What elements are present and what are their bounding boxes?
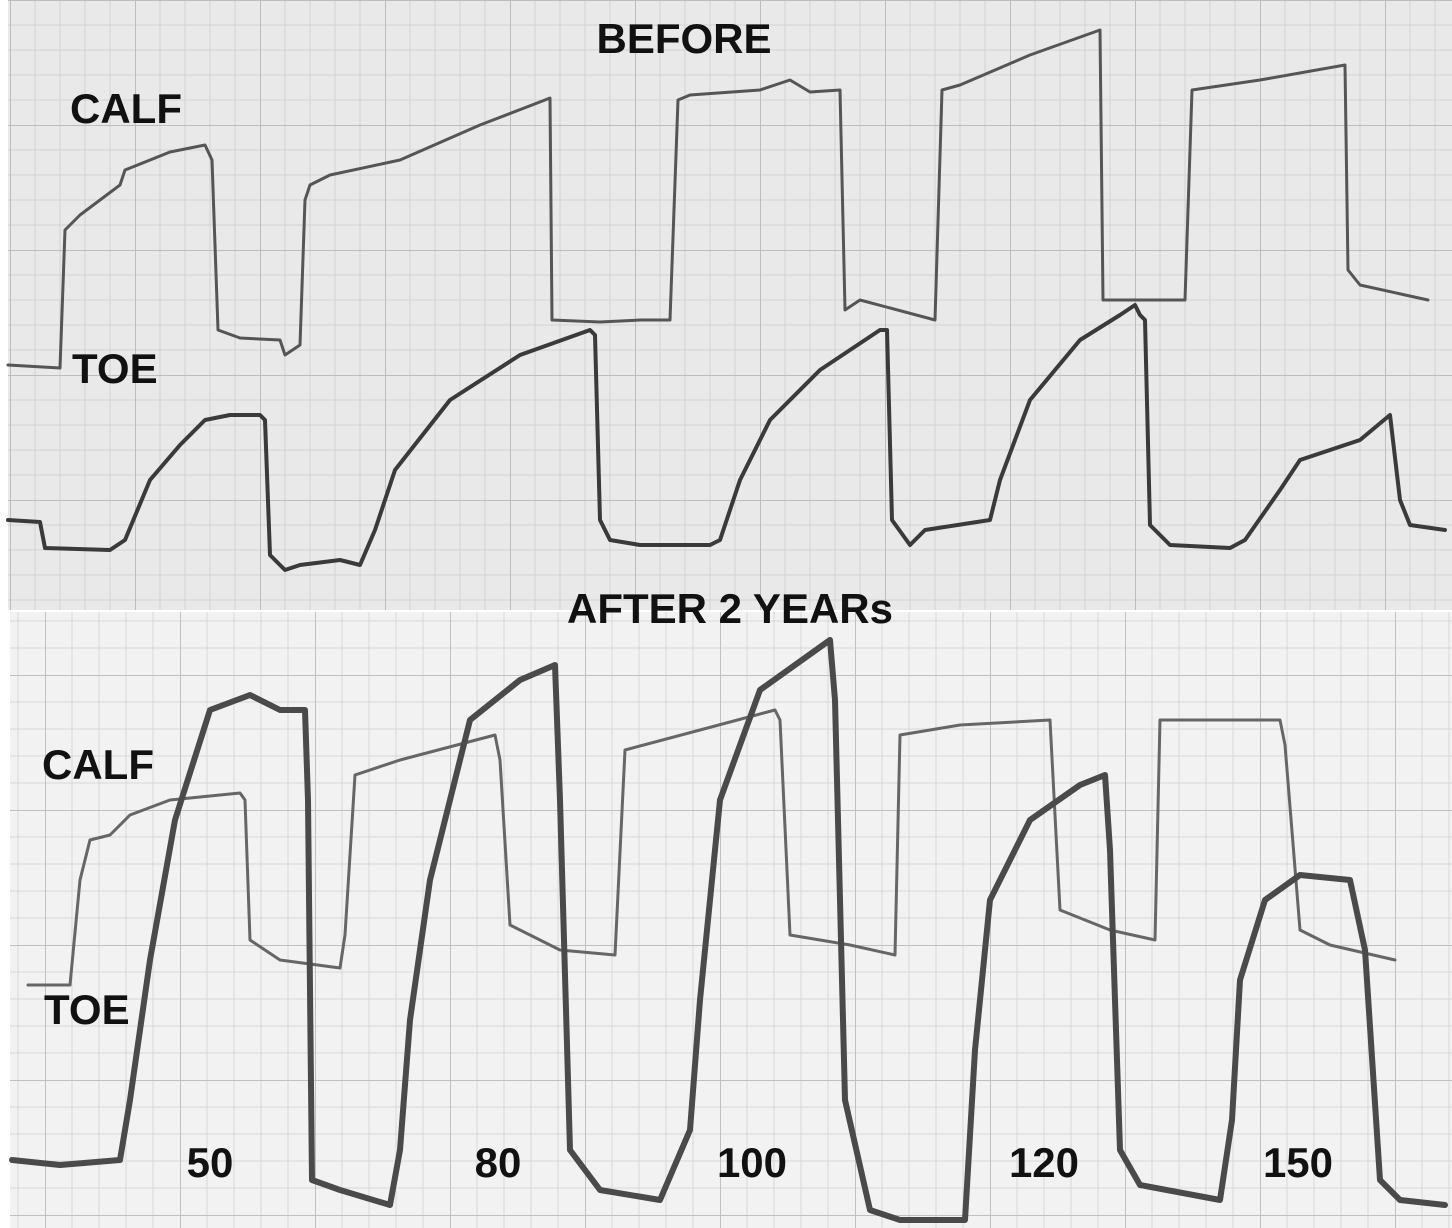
pressure-label: 150 (1263, 1139, 1333, 1186)
toe-label: TOE (44, 986, 130, 1033)
calf-label: CALF (70, 85, 182, 132)
pressure-label: 100 (717, 1139, 787, 1186)
toe-label: TOE (72, 345, 158, 392)
before-title: BEFORE (596, 15, 771, 62)
calf-label: CALF (42, 741, 154, 788)
toe-trace-after (9, 637, 1448, 1223)
pressure-label: 120 (1009, 1139, 1079, 1186)
pressure-label: 80 (475, 1139, 522, 1186)
pressure-label: 50 (187, 1139, 234, 1186)
calf-trace-after (26, 708, 1397, 987)
calf-trace-before (6, 28, 1430, 370)
after-title: AFTER 2 YEARs (567, 585, 893, 632)
toe-trace-before (6, 303, 1447, 572)
